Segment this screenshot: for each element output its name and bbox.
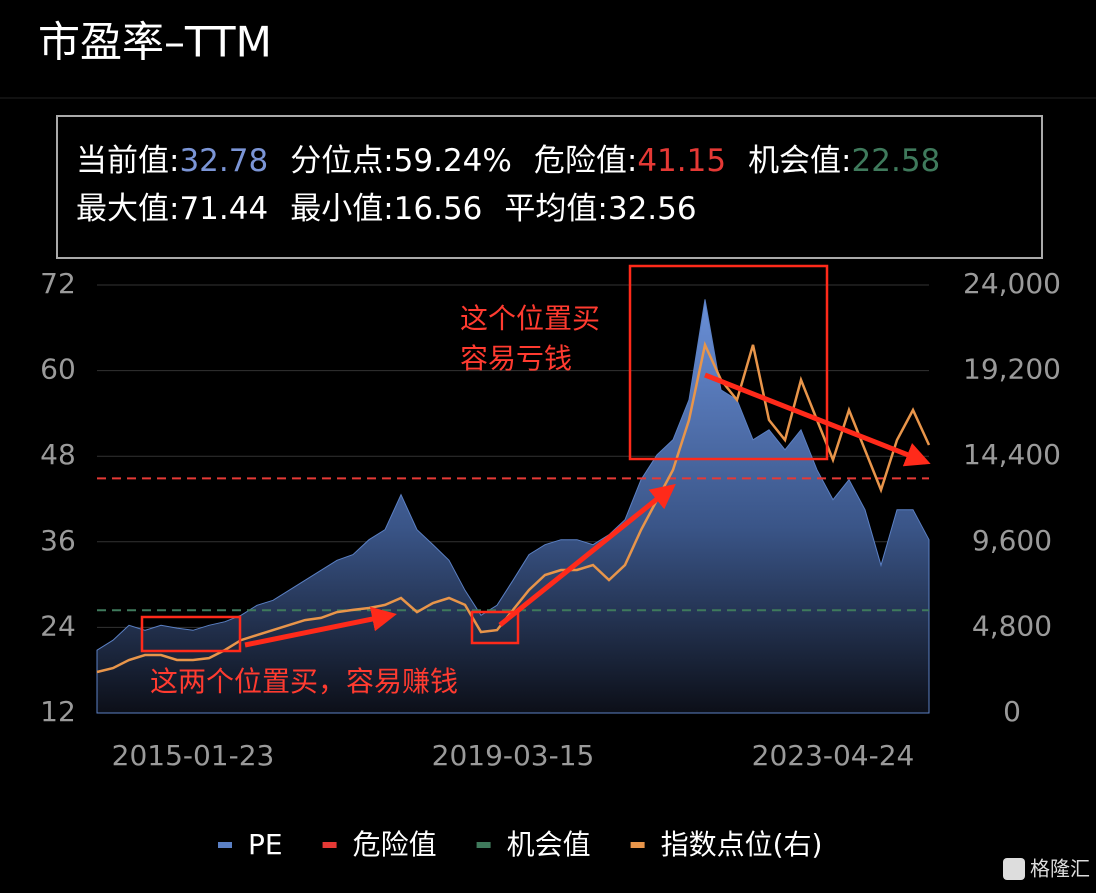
y2-tick-label: 24,000 [963, 267, 1061, 300]
legend-label: PE [248, 828, 283, 861]
legend-swatch [218, 842, 232, 848]
x-tick-label: 2015-01-23 [112, 739, 275, 772]
y2-tick-label: 9,600 [972, 524, 1052, 557]
stat-label: 分位点: [290, 143, 393, 179]
stat-value: 16.56 [394, 191, 483, 227]
highlight-box [140, 615, 242, 653]
stat-label: 机会值: [748, 143, 851, 179]
y-tick-label: 36 [40, 524, 76, 557]
legend-swatch [476, 842, 491, 848]
legend-label: 指数点位(右) [661, 828, 823, 861]
stat-value: 32.56 [608, 191, 697, 227]
watermark: 格隆汇 [1030, 857, 1090, 881]
arrow [704, 372, 931, 467]
x-tick-label: 2023-04-24 [752, 739, 915, 772]
y2-tick-label: 14,400 [963, 438, 1061, 471]
arrow [244, 606, 397, 648]
stat-value: 71.44 [179, 191, 268, 227]
stats-line: 最大值:71.44 最小值:16.56 平均值:32.56 [76, 191, 697, 227]
title: 市盈率–TTM [38, 18, 272, 67]
y2-tick-label: 0 [1003, 695, 1021, 728]
legend-swatch [322, 842, 337, 848]
highlight-box [628, 264, 829, 461]
legend-label: 危险值 [353, 828, 437, 861]
y-tick-label: 24 [40, 609, 76, 642]
stat-value: 41.15 [637, 143, 726, 179]
plot: 12 24 36 48 60 72 0 4,800 9,600 14,400 19,200 24,00… [40, 267, 1061, 772]
annotation: 容易亏钱 [460, 342, 572, 375]
legend: PE 危险值 机会值 指数点位(右) [218, 828, 822, 861]
index-line [96, 340, 931, 674]
y2-tick-label: 19,200 [963, 353, 1061, 386]
stats: 当前值:32.78 分位点:59.24% 危险值:41.15 机会值:22.58 最大值… [76, 143, 940, 227]
stat-label: 当前值: [76, 143, 179, 179]
stat-label: 平均值: [504, 191, 607, 227]
x-tick-label: 2019-03-15 [432, 739, 595, 772]
stat-label: 最大值: [76, 191, 179, 227]
stat-label: 最小值: [290, 191, 393, 227]
stats-box [56, 115, 1043, 259]
annotation: 这个位置买 [460, 302, 600, 335]
y-tick-label: 60 [40, 353, 76, 386]
annotation-shapes [140, 264, 931, 653]
stat-value: 59.24% [394, 143, 512, 179]
legend-swatch [630, 842, 645, 848]
stat-value: 32.78 [179, 143, 268, 179]
stat-label: 危险值: [534, 143, 637, 179]
watermark-logo [1003, 858, 1025, 880]
y-tick-label: 12 [40, 695, 76, 728]
arrow [498, 483, 676, 627]
y-tick-label: 72 [40, 267, 76, 300]
y2-tick-label: 4,800 [972, 609, 1052, 642]
stat-value: 22.58 [852, 143, 941, 179]
y-tick-label: 48 [40, 438, 76, 471]
annotation: 这两个位置买，容易赚钱 [150, 665, 458, 698]
highlight-box [470, 610, 520, 645]
stats-line: 当前值:32.78 分位点:59.24% 危险值:41.15 机会值:22.58 [76, 143, 940, 179]
legend-label: 机会值 [507, 828, 591, 861]
